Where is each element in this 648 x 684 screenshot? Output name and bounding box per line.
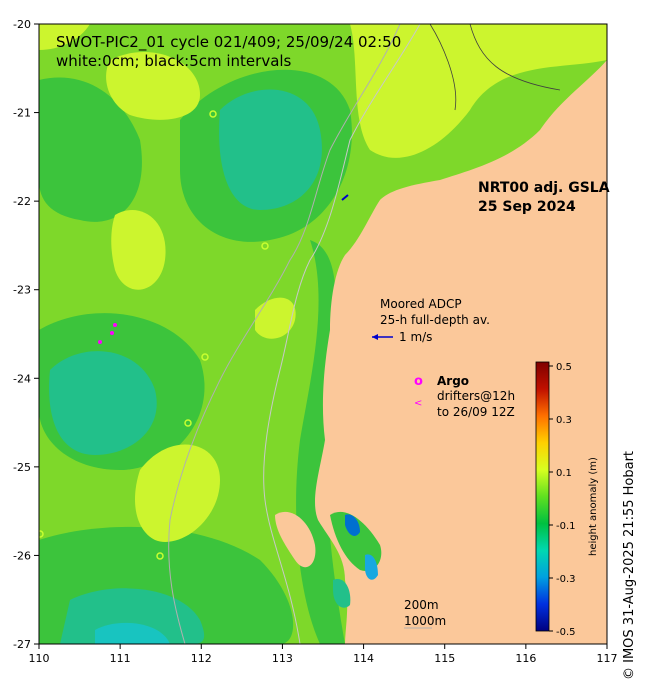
- x-tick-label: 110: [29, 652, 50, 665]
- x-axis: 110 111 112 113 114 115 116 117: [29, 644, 618, 665]
- colorbar-tick-label: 0.5: [556, 362, 572, 373]
- map-title: SWOT-PIC2_01 cycle 021/409; 25/09/24 02:…: [56, 33, 401, 52]
- product-date: 25 Sep 2024: [478, 199, 576, 215]
- y-tick-label: -24: [13, 372, 31, 385]
- y-tick-label: -25: [13, 461, 31, 474]
- x-tick-label: 111: [110, 652, 131, 665]
- drifter-legend-line2: to 26/09 12Z: [437, 405, 515, 419]
- colorbar-tick-label: 0.3: [556, 415, 572, 426]
- y-tick-label: -26: [13, 549, 31, 562]
- colorbar-tick-label: -0.1: [556, 521, 576, 532]
- adcp-scale-arrow: [372, 334, 393, 340]
- drifter-tracks: [98, 323, 117, 344]
- drifter-legend-line1: drifters@12h: [437, 389, 515, 403]
- y-tick-label: -27: [13, 638, 31, 651]
- land: [315, 60, 607, 644]
- drifter-legend-marker: <: [414, 398, 422, 409]
- contour-legend-200m: 200m: [404, 598, 439, 612]
- y-axis: -20 -21 -22 -23 -24 -25 -26 -27: [13, 18, 39, 651]
- colorbar-tick-label: -0.5: [556, 627, 576, 638]
- adcp-scale-label: 1 m/s: [399, 330, 432, 344]
- product-name: NRT00 adj. GSLA: [478, 180, 610, 196]
- argo-floats: [39, 110, 269, 560]
- x-tick-label: 116: [515, 652, 536, 665]
- x-tick-label: 115: [434, 652, 455, 665]
- plot-frame: [38, 23, 608, 645]
- y-tick-label: -23: [13, 284, 31, 297]
- y-tick-label: -20: [13, 18, 31, 31]
- adcp-vector: [341, 194, 349, 201]
- credit-text: © IMOS 31-Aug-2025 21:55 Hobart: [622, 450, 637, 680]
- x-tick-label: 112: [191, 652, 212, 665]
- x-tick-label: 113: [272, 652, 293, 665]
- adcp-legend-subtitle: 25-h full-depth av.: [380, 313, 490, 327]
- colorbar-tick-label: -0.3: [556, 574, 576, 585]
- adcp-legend-title: Moored ADCP: [380, 297, 462, 311]
- y-tick-label: -22: [13, 195, 31, 208]
- argo-legend-label: Argo: [437, 374, 469, 388]
- y-tick-label: -21: [13, 107, 31, 120]
- x-tick-label: 114: [353, 652, 374, 665]
- anomaly-field: [39, 24, 607, 644]
- contour-legend-1000m: 1000m: [404, 614, 446, 628]
- colorbar-label: height anomaly (m): [588, 457, 599, 556]
- x-tick-label: 117: [597, 652, 618, 665]
- map-subtitle: white:0cm; black:5cm intervals: [56, 52, 292, 70]
- colorbar-tick-label: 0.1: [556, 468, 572, 479]
- colorbar: [535, 361, 550, 632]
- argo-legend-marker: o: [414, 374, 423, 389]
- colorbar-ticks: 0.5 0.3 0.1 -0.1 -0.3 -0.5: [549, 362, 576, 638]
